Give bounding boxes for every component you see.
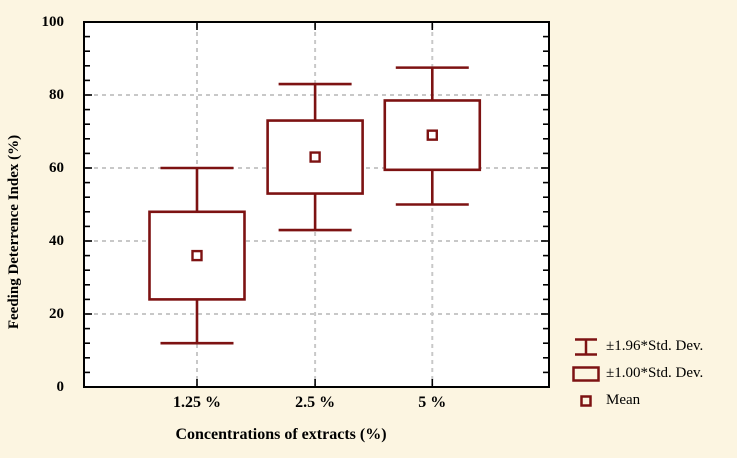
x-category-label: 5 % xyxy=(418,394,447,411)
legend-label-std100: ±1.00*Std. Dev. xyxy=(606,365,704,381)
y-tick-label: 100 xyxy=(41,14,65,30)
x-category-label: 1.25 % xyxy=(172,394,221,411)
legend-label-mean: Mean xyxy=(606,392,641,408)
plot-frame xyxy=(83,21,550,388)
x-category-label: 2.5 % xyxy=(295,394,336,411)
legend-item-mean: Mean xyxy=(566,387,703,414)
box-group-1 xyxy=(148,166,246,345)
legend-item-std196: ±1.96*Std. Dev. xyxy=(566,333,703,360)
plot-background xyxy=(84,22,549,387)
mean-square-icon xyxy=(566,390,606,412)
mean-marker xyxy=(191,249,203,262)
y-tick-label: 80 xyxy=(49,87,64,103)
y-tick-label: 20 xyxy=(49,306,64,322)
x-axis-title: Concentrations of extracts (%) xyxy=(175,426,387,443)
legend-label-std196: ±1.96*Std. Dev. xyxy=(606,338,704,354)
box-group-2 xyxy=(266,82,364,232)
box-group-3 xyxy=(383,66,482,206)
legend: ±1.96*Std. Dev. ±1.00*Std. Dev. Mean xyxy=(566,333,703,414)
whisker-range-icon xyxy=(566,336,606,358)
y-axis-title: Feeding Deterrence Index (%) xyxy=(6,134,22,330)
box-range-icon xyxy=(566,363,606,385)
mean-marker xyxy=(309,151,321,163)
y-tick-label: 40 xyxy=(49,233,64,249)
legend-item-std100: ±1.00*Std. Dev. xyxy=(566,360,703,387)
mean-marker xyxy=(426,129,438,141)
y-tick-label: 60 xyxy=(49,160,64,176)
y-tick-label: 0 xyxy=(56,379,65,395)
